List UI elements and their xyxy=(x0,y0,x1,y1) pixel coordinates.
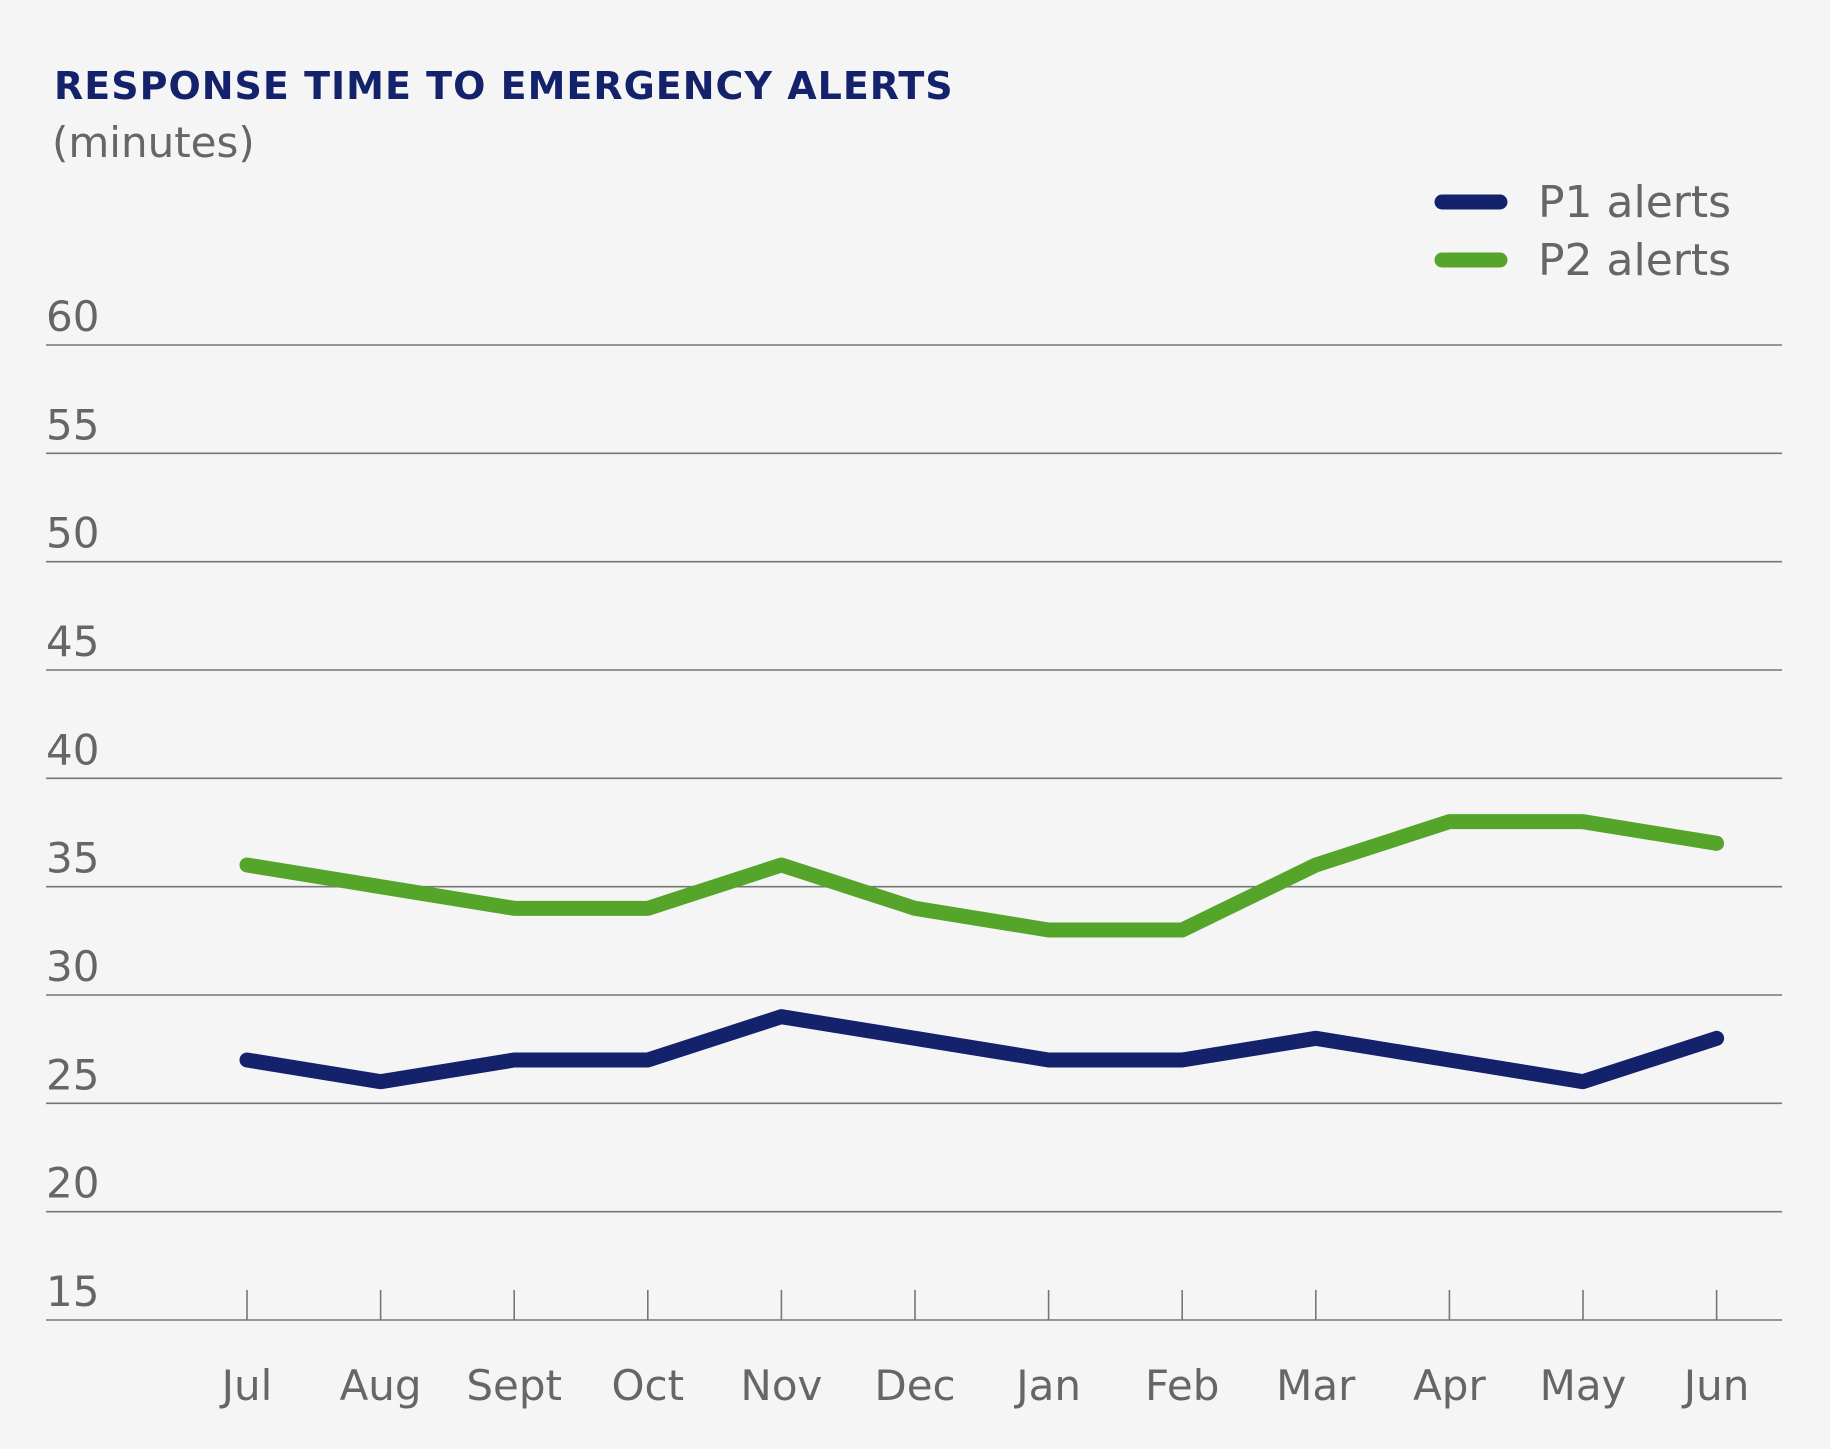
y-tick-label: 40 xyxy=(46,725,99,774)
legend-label: P2 alerts xyxy=(1538,235,1731,286)
x-tick-label: Feb xyxy=(1145,1361,1219,1410)
y-tick-label: 30 xyxy=(46,942,99,991)
y-tick-label: 55 xyxy=(46,400,99,449)
gridlines xyxy=(46,344,1782,1321)
x-tick-label: Oct xyxy=(611,1361,684,1410)
y-tick-label: 20 xyxy=(46,1159,99,1208)
y-axis-ticks: 60 55 50 45 40 35 30 25 20 15 xyxy=(46,292,99,1316)
legend: P1 alerts P2 alerts xyxy=(1434,177,1731,286)
x-tick-label: Jun xyxy=(1681,1361,1750,1410)
x-tick-label: May xyxy=(1540,1361,1627,1410)
y-tick-label: 35 xyxy=(46,834,99,883)
x-tick-label: Jan xyxy=(1013,1361,1081,1410)
x-axis: Jul Aug Sept Oct Nov Dec Jan Feb Mar Apr May Jun xyxy=(219,1290,1750,1410)
y-tick-label: 15 xyxy=(46,1267,99,1316)
legend-label: P1 alerts xyxy=(1538,177,1731,228)
x-tick-label: Mar xyxy=(1276,1361,1356,1410)
y-tick-label: 45 xyxy=(46,617,99,666)
y-tick-label: 60 xyxy=(46,292,99,341)
series-line-1 xyxy=(239,1009,1725,1090)
x-tick-label: Aug xyxy=(340,1361,422,1410)
y-tick-label: 25 xyxy=(46,1050,99,1099)
x-tick-label: Dec xyxy=(874,1361,955,1410)
chart-title: RESPONSE TIME TO EMERGENCY ALERTS xyxy=(54,64,954,108)
chart-subtitle: (minutes) xyxy=(52,118,255,167)
series-lines xyxy=(239,814,1725,1090)
series-line-2 xyxy=(239,814,1725,938)
x-tick-label: Nov xyxy=(740,1361,822,1410)
x-tick-label: Apr xyxy=(1413,1361,1486,1410)
x-tick-label: Sept xyxy=(466,1361,562,1410)
x-tick-label: Jul xyxy=(219,1361,273,1410)
y-tick-label: 50 xyxy=(46,509,99,558)
